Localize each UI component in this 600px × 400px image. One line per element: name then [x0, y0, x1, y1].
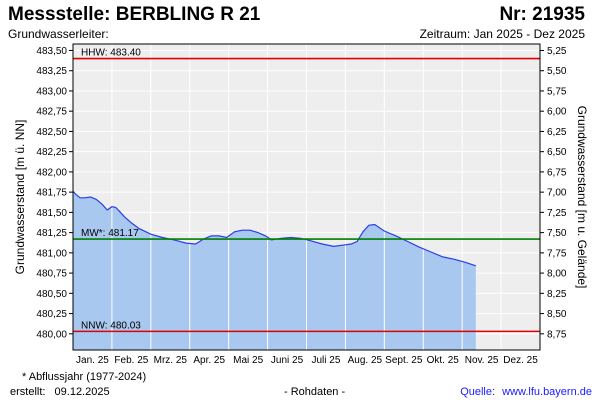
y-right-tick-label: 7,50: [547, 228, 567, 239]
x-tick-label: Jan. 25: [76, 355, 109, 366]
created-date: 09.12.2025: [54, 386, 110, 398]
hhw-label: HHW: 483.40: [81, 48, 141, 59]
x-tick-label: Apr. 25: [193, 355, 225, 366]
y-axis-title: Grundwasserstand [m ü. NN]: [13, 120, 27, 275]
y-right-tick-label: 7,00: [547, 188, 567, 199]
y-tick-label: 482,75: [36, 107, 67, 118]
plot-area: HHW: 483.40 MW*: 481.17 NNW: 480.03: [72, 44, 540, 350]
y-tick-label: 480,50: [36, 289, 67, 300]
y-right-tick-label: 5,50: [547, 66, 567, 77]
x-tick-label: Juni 25: [271, 355, 304, 366]
y-right-tick-label: 8,00: [547, 269, 567, 280]
y-right-tick-label: 7,25: [547, 208, 567, 219]
x-tick-label: Okt. 25: [427, 355, 460, 366]
y-right-tick-label: 8,25: [547, 289, 567, 300]
period-label: Zeitraum: Jan 2025 - Dez 2025: [419, 27, 585, 41]
y-right-tick-label: 8,50: [547, 309, 567, 320]
created-label: erstellt:: [10, 386, 46, 398]
y-right-tick-label: 6,75: [547, 167, 567, 178]
y-tick-label: 482,50: [36, 127, 67, 138]
y-tick-label: 481,25: [36, 228, 67, 239]
y-tick-label: 482,00: [36, 167, 67, 178]
x-tick-label: Juli 25: [312, 355, 341, 366]
y-right-tick-label: 5,75: [547, 86, 567, 97]
y-tick-label: 480,75: [36, 269, 67, 280]
y-tick-label: 480,25: [36, 309, 67, 320]
y-tick-label: 483,50: [36, 46, 67, 57]
y-tick-label: 483,25: [36, 66, 67, 77]
x-tick-label: Mai 25: [233, 355, 263, 366]
y-right-tick-label: 6,00: [547, 107, 567, 118]
x-tick-label: Nov. 25: [465, 355, 499, 366]
plot-frame: [72, 43, 541, 351]
x-tick-label: Mrz. 25: [154, 355, 188, 366]
y-tick-label: 481,50: [36, 208, 67, 219]
source-link[interactable]: www.lfu.bayern.de: [502, 386, 592, 398]
x-tick-label: Dez. 25: [503, 355, 538, 366]
y-axis-title-right: Grundwasserstand [m u. Gelände]: [575, 106, 589, 289]
y-right-tick-label: 6,25: [547, 127, 567, 138]
aquifer-label: Grundwasserleiter:: [8, 27, 109, 41]
y-right-tick-label: 7,75: [547, 248, 567, 259]
y-right-tick-label: 5,25: [547, 46, 567, 57]
footnote: * Abflussjahr (1977-2024): [22, 371, 147, 383]
y-tick-label: 482,25: [36, 147, 67, 158]
mw-label: MW*: 481.17: [81, 228, 139, 239]
water-level-area: [73, 191, 476, 350]
station-number: Nr: 21935: [499, 4, 585, 25]
groundwater-chart: HHW: 483.40 MW*: 481.17 NNW: 480.03 480,00…: [13, 43, 589, 366]
station-title: Messstelle: BERBLING R 21: [8, 4, 261, 25]
x-tick-label: Sept. 25: [385, 355, 423, 366]
x-tick-label: Aug. 25: [348, 355, 383, 366]
raw-data-note: - Rohdaten -: [284, 386, 346, 398]
created-info: erstellt: 09.12.2025: [10, 386, 110, 398]
axes: 480,00 480,25 480,50 480,75 481,00 481,25 481,…: [13, 43, 589, 366]
x-tick-label: Feb. 25: [114, 355, 148, 366]
y-tick-label: 481,75: [36, 188, 67, 199]
nnw-label: NNW: 480.03: [81, 320, 141, 331]
water-level-line: [72, 190, 476, 267]
y-tick-label: 483,00: [36, 86, 67, 97]
source-info: Quelle: www.lfu.bayern.de: [460, 386, 592, 398]
y-right-tick-label: 8,75: [547, 329, 567, 340]
y-tick-label: 481,00: [36, 248, 67, 259]
source-label: Quelle:: [460, 386, 496, 398]
y-tick-label: 480,00: [36, 329, 67, 340]
y-right-tick-label: 6,50: [547, 147, 567, 158]
